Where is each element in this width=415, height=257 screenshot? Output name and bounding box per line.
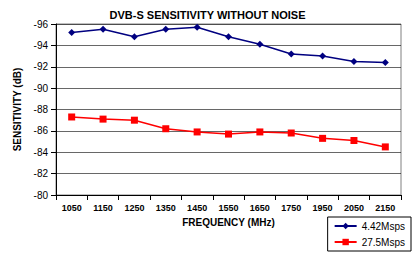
svg-text:-84: -84 (34, 147, 49, 158)
svg-text:DVB-S SENSITIVITY WITHOUT NOIS: DVB-S SENSITIVITY WITHOUT NOISE (110, 9, 306, 21)
svg-text:1950: 1950 (313, 203, 333, 213)
svg-text:1350: 1350 (156, 203, 176, 213)
svg-text:1250: 1250 (124, 203, 144, 213)
svg-text:-94: -94 (34, 40, 49, 51)
svg-text:-82: -82 (34, 168, 49, 179)
svg-text:SENSITIVITY (dB): SENSITIVITY (dB) (12, 68, 23, 152)
svg-text:-86: -86 (34, 125, 49, 136)
svg-text:4.42Msps: 4.42Msps (362, 221, 405, 232)
svg-text:1750: 1750 (281, 203, 301, 213)
svg-text:1050: 1050 (62, 203, 82, 213)
svg-text:27.5Msps: 27.5Msps (362, 237, 405, 248)
svg-text:-88: -88 (34, 104, 49, 115)
svg-text:-80: -80 (34, 190, 49, 201)
svg-text:-92: -92 (34, 61, 49, 72)
svg-text:1550: 1550 (218, 203, 238, 213)
svg-text:-90: -90 (34, 83, 49, 94)
svg-text:2150: 2150 (375, 203, 395, 213)
svg-text:1150: 1150 (93, 203, 113, 213)
svg-text:1450: 1450 (187, 203, 207, 213)
svg-text:FREQUENCY (MHz): FREQUENCY (MHz) (182, 217, 275, 228)
svg-text:1650: 1650 (250, 203, 270, 213)
svg-text:-96: -96 (34, 19, 49, 30)
svg-text:2050: 2050 (344, 203, 364, 213)
